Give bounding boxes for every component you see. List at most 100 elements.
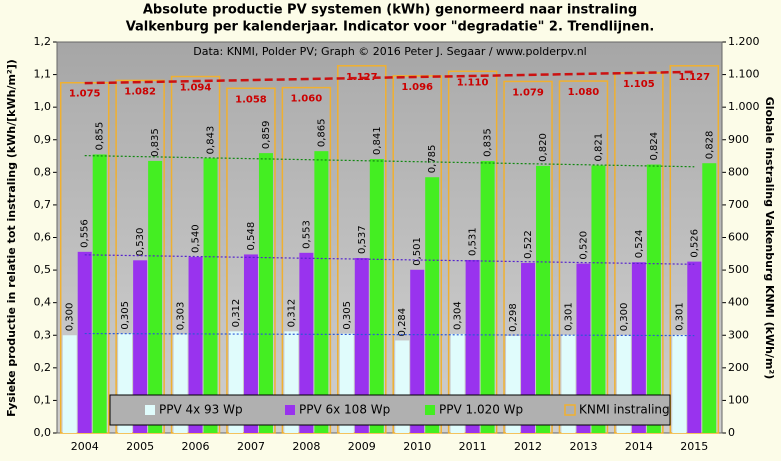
y-tick-label: 0,1 — [34, 393, 52, 406]
y-tick-label: 0,0 — [34, 426, 52, 439]
value-label: 0,300 — [619, 303, 630, 332]
value-label: 1.127 — [678, 72, 710, 83]
value-label: 0,537 — [357, 225, 368, 254]
y2-tick-label: 500 — [728, 263, 749, 276]
value-label: 1.075 — [69, 89, 101, 100]
value-label: 0,841 — [372, 126, 383, 155]
x-tick-label: 2010 — [403, 440, 431, 453]
value-label: 0,312 — [231, 299, 242, 328]
bar — [258, 153, 273, 433]
legend-label: PPV 6x 108 Wp — [299, 403, 390, 417]
value-label: 0,530 — [135, 228, 146, 257]
value-label: 0,303 — [176, 302, 187, 331]
bar — [672, 334, 687, 433]
legend-swatch — [425, 405, 435, 415]
value-label: 1.094 — [180, 83, 212, 94]
value-label: 0,284 — [397, 308, 408, 337]
value-label: 0,556 — [80, 219, 91, 248]
x-tick-label: 2014 — [625, 440, 653, 453]
bar — [631, 262, 646, 433]
x-tick-label: 2015 — [680, 440, 708, 453]
value-label: 1.060 — [291, 94, 323, 105]
y2-tick-label: 0 — [728, 426, 735, 439]
y2-tick-label: 700 — [728, 198, 749, 211]
x-tick-label: 2004 — [71, 440, 99, 453]
value-label: 0,859 — [261, 120, 272, 149]
x-tick-label: 2005 — [126, 440, 154, 453]
y2-tick-label: 100 — [728, 393, 749, 406]
bar — [425, 177, 440, 433]
value-label: 0,835 — [483, 128, 494, 157]
value-label: 0,501 — [412, 237, 423, 266]
value-label: 0,835 — [150, 128, 161, 157]
y2-tick-label: 900 — [728, 133, 749, 146]
legend-label: PPV 1.020 Wp — [439, 403, 523, 417]
x-tick-label: 2008 — [292, 440, 320, 453]
bar — [92, 154, 107, 433]
value-label: 1.082 — [124, 86, 156, 97]
value-label: 1.058 — [235, 94, 267, 105]
value-label: 0,855 — [95, 122, 106, 151]
bar — [465, 259, 480, 433]
value-label: 1.105 — [623, 79, 655, 90]
chart-title: Valkenburg per kalenderjaar. Indicator v… — [126, 20, 655, 35]
bar — [646, 164, 661, 433]
y-tick-label: 0,2 — [34, 361, 52, 374]
value-label: 0,312 — [286, 299, 297, 328]
x-tick-label: 2012 — [514, 440, 542, 453]
value-label: 0,526 — [689, 229, 700, 258]
chart-title: Absolute productie PV systemen (kWh) gen… — [143, 3, 637, 18]
value-label: 0,821 — [593, 133, 604, 162]
y-tick-label: 1,0 — [34, 100, 52, 113]
x-tick-label: 2013 — [569, 440, 597, 453]
trend-line — [84, 332, 695, 337]
bar — [314, 151, 329, 433]
bar — [591, 165, 606, 433]
value-label: 0,298 — [508, 303, 519, 332]
value-label: 1.079 — [512, 87, 544, 98]
x-tick-label: 2007 — [237, 440, 265, 453]
value-label: 0,304 — [453, 301, 464, 330]
value-label: 0,300 — [65, 303, 76, 332]
x-tick-label: 2006 — [182, 440, 210, 453]
plot-border — [56, 41, 723, 434]
y2-tick-label: 1.000 — [728, 100, 760, 113]
value-label: 0,531 — [468, 227, 479, 256]
bar — [243, 254, 258, 433]
y2-tick-label: 800 — [728, 165, 749, 178]
legend-label: PPV 4x 93 Wp — [159, 403, 243, 417]
legend-swatch — [285, 405, 295, 415]
legend-box — [109, 394, 671, 426]
y-tick-label: 0,5 — [34, 263, 52, 276]
value-label: 0,524 — [634, 230, 645, 259]
y2-tick-label: 600 — [728, 231, 749, 244]
value-label: 0,305 — [342, 301, 353, 330]
bar — [299, 252, 314, 433]
bar — [480, 160, 495, 433]
value-label: 0,553 — [301, 220, 312, 249]
value-label: 1.110 — [457, 77, 489, 88]
value-label: 0,785 — [427, 145, 438, 174]
y-tick-label: 0,8 — [34, 165, 52, 178]
legend-swatch — [564, 404, 576, 416]
y2-tick-label: 300 — [728, 328, 749, 341]
value-label: 0,301 — [563, 302, 574, 331]
y-axis-label: Fysieke productie in relatie tot instral… — [5, 59, 18, 417]
value-label: 0,824 — [649, 132, 660, 161]
value-label: 1.080 — [568, 87, 600, 98]
y-tick-label: 0,9 — [34, 133, 52, 146]
y2-tick-label: 1.200 — [728, 35, 760, 48]
bar — [369, 158, 384, 433]
legend-label: KNMI instraling — [579, 403, 670, 417]
value-label: 1.096 — [401, 82, 433, 93]
bar — [521, 262, 536, 433]
y2-tick-label: 1.100 — [728, 68, 760, 81]
value-label: 0,522 — [523, 230, 534, 259]
y-tick-label: 1,1 — [34, 68, 52, 81]
x-tick-label: 2009 — [348, 440, 376, 453]
plot-area — [57, 42, 722, 433]
bar — [188, 257, 203, 433]
bar — [702, 163, 717, 433]
y2-tick-label: 200 — [728, 361, 749, 374]
